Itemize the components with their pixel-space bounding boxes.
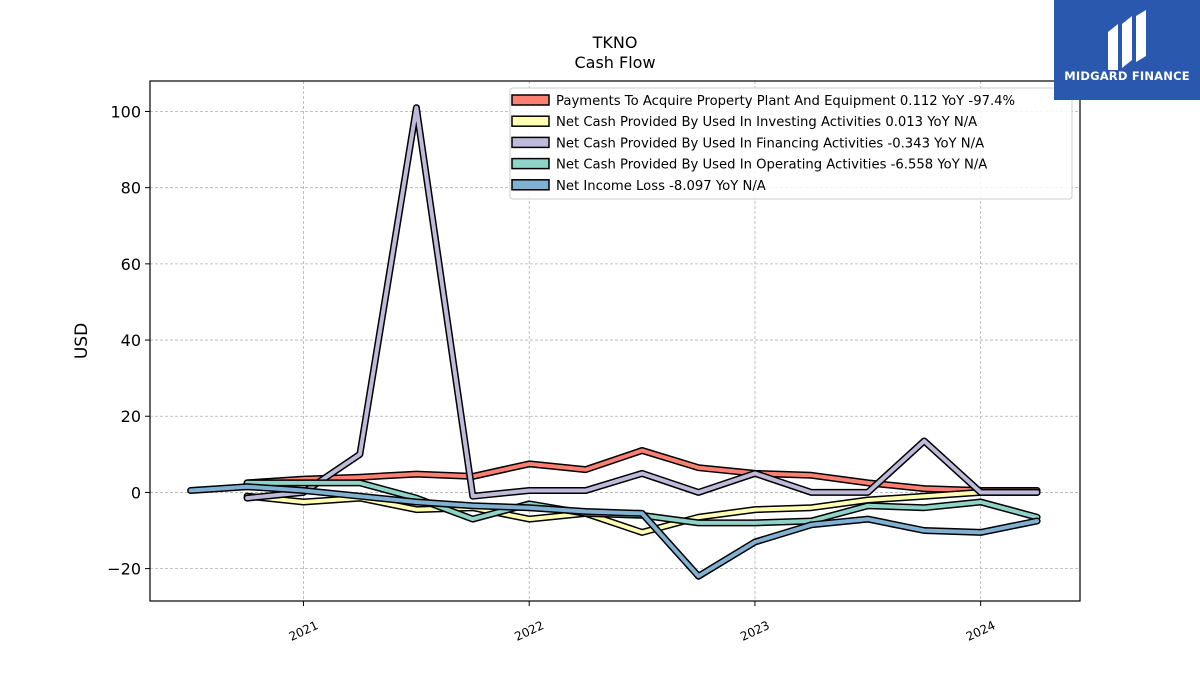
legend-entry: Net Cash Provided By Used In Operating A… (556, 158, 987, 173)
x-tick-label: 2023 (738, 618, 772, 644)
y-tick-label: 60 (121, 255, 141, 274)
legend-swatch (511, 94, 550, 106)
series-line-3 (243, 104, 1041, 502)
x-tick-label: 2024 (964, 618, 998, 644)
series-line-2 (243, 488, 1041, 536)
y-tick-label: 40 (121, 331, 141, 350)
legend-box (509, 87, 1073, 200)
legend-entry: Net Cash Provided By Used In Financing A… (556, 136, 984, 151)
plot-frame (149, 80, 1081, 602)
chart-title: TKNO (592, 33, 638, 52)
legend-swatch (511, 157, 550, 170)
y-tick-label: 0 (131, 483, 141, 502)
series-stroke (188, 484, 1040, 579)
legend-entry: Payments To Acquire Property Plant And E… (556, 94, 1015, 109)
x-tick-label: 2022 (512, 618, 546, 644)
legend-swatch (511, 115, 550, 127)
series-stroke (245, 105, 1040, 501)
series-line-5 (187, 483, 1041, 580)
legend-swatch (511, 179, 550, 191)
chart-subtitle: Cash Flow (574, 53, 655, 72)
series-stroke (245, 490, 1040, 535)
y-tick-label: 100 (110, 102, 141, 121)
axis-ticks: −20 0 20 40 60 80 100 2021 2022 2023 2024 (107, 102, 997, 643)
legend-swatch (511, 136, 550, 149)
series-line-1 (243, 447, 1041, 494)
legend-entry: Net Cash Provided By Used In Investing A… (556, 115, 977, 130)
y-axis-label: USD (72, 323, 92, 359)
x-tick-label: 2021 (287, 618, 321, 644)
midgard-logo-icon (1108, 10, 1146, 70)
legend-entry: Net Income Loss -8.097 YoY N/A (556, 179, 766, 194)
series-layer (187, 104, 1041, 580)
midgard-finance-logo: MIDGARD FINANCE (1054, 0, 1200, 100)
series-stroke (245, 448, 1040, 493)
legend: Payments To Acquire Property Plant And E… (509, 87, 1073, 200)
y-tick-label: −20 (107, 560, 141, 579)
y-tick-label: 20 (121, 407, 141, 426)
logo-text: MIDGARD FINANCE (1064, 69, 1190, 83)
y-tick-label: 80 (121, 179, 141, 198)
